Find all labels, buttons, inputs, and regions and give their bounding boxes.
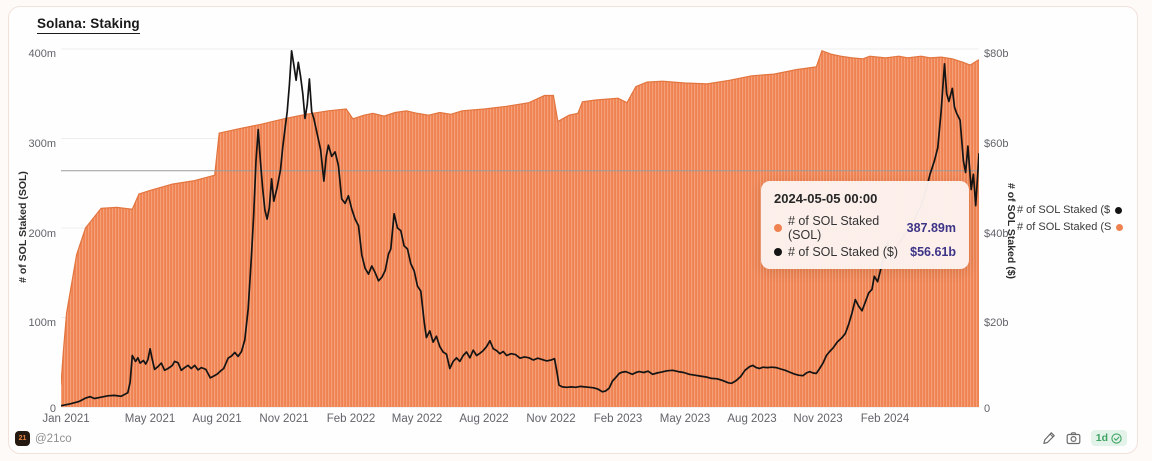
x-axis-tick: Nov 2022 <box>526 413 576 425</box>
legend-item-usd[interactable]: # of SOL Staked ($ <box>1017 204 1123 216</box>
left-axis-title: # of SOL Staked (SOL) <box>17 171 29 283</box>
edit-pen-button[interactable] <box>1041 430 1057 446</box>
watermark: 21 @21co <box>15 431 72 446</box>
tooltip-label: # of SOL Staked (SOL) <box>788 214 880 242</box>
x-axis-tick: May 2022 <box>391 413 443 425</box>
left-axis-tick: 0 <box>49 403 56 415</box>
x-axis-tick: Jan 2021 <box>42 413 90 425</box>
area-bar-texture <box>61 50 979 408</box>
x-axis-tick: Feb 2024 <box>860 413 910 425</box>
interval-badge[interactable]: 1d <box>1090 430 1127 446</box>
x-axis-tick: Nov 2023 <box>793 413 843 425</box>
legend-marker-icon <box>1116 223 1124 231</box>
x-axis-tick: Aug 2023 <box>727 413 777 425</box>
hover-tooltip: 2024-05-05 00:00 # of SOL Staked (SOL) 3… <box>761 181 969 269</box>
series-marker-icon <box>774 224 782 232</box>
right-axis-tick: $60b <box>984 138 1009 150</box>
series-marker-icon <box>774 248 782 256</box>
x-axis-tick: Nov 2021 <box>259 413 309 425</box>
legend-marker-icon <box>1115 206 1123 214</box>
x-axis-tick: May 2023 <box>659 413 711 425</box>
sol-staked-area-edge <box>61 50 979 385</box>
tooltip-date: 2024-05-05 00:00 <box>774 191 878 206</box>
x-axis-tick: Aug 2021 <box>192 413 242 425</box>
pen-icon <box>1043 432 1055 444</box>
right-axis-tick: $20b <box>984 317 1009 329</box>
legend-label: # of SOL Staked ($ <box>1017 204 1111 216</box>
tooltip-value: $56.61b <box>910 245 956 259</box>
usd-staked-line-series <box>61 49 979 407</box>
interval-label: 1d <box>1095 432 1108 444</box>
footer-actions: 1d <box>1041 430 1127 446</box>
left-axis-tick: 400m <box>28 48 56 60</box>
chart-card: Solana: Staking 400m 300m 200m 100m 0 # … <box>8 6 1138 454</box>
legend-item-sol[interactable]: # of SOL Staked (S <box>1017 221 1124 233</box>
21co-logo: 21 <box>15 431 30 446</box>
tooltip-value: 387.89m <box>906 221 956 235</box>
series-legend: # of SOL Staked ($ # of SOL Staked (S <box>1017 204 1124 233</box>
left-axis-tick: 300m <box>28 138 56 150</box>
left-axis-tick: 100m <box>28 317 56 329</box>
right-axis-tick: $80b <box>984 48 1009 60</box>
legend-label: # of SOL Staked (S <box>1017 221 1112 233</box>
right-axis-tick: 0 <box>984 403 991 415</box>
page-title: Solana: Staking <box>37 16 140 34</box>
chart-canvas[interactable] <box>61 46 979 408</box>
check-circle-icon <box>1111 432 1122 444</box>
tooltip-row-usd: # of SOL Staked ($) $56.61b <box>774 245 956 259</box>
tooltip-row-sol: # of SOL Staked (SOL) 387.89m <box>774 214 956 242</box>
x-axis-tick: May 2021 <box>124 413 176 425</box>
right-axis-tick: $40b <box>984 228 1009 240</box>
x-axis-tick: Feb 2023 <box>593 413 643 425</box>
tooltip-label: # of SOL Staked ($) <box>788 245 899 259</box>
watermark-handle: @21co <box>35 432 72 445</box>
left-axis-tick: 200m <box>28 228 56 240</box>
snapshot-camera-button[interactable] <box>1066 430 1082 446</box>
x-axis-tick: Feb 2022 <box>326 413 376 425</box>
x-axis-tick: Aug 2022 <box>459 413 509 425</box>
camera-icon <box>1066 432 1081 445</box>
right-axis-title: # of SOL Staked ($) <box>1005 182 1017 280</box>
